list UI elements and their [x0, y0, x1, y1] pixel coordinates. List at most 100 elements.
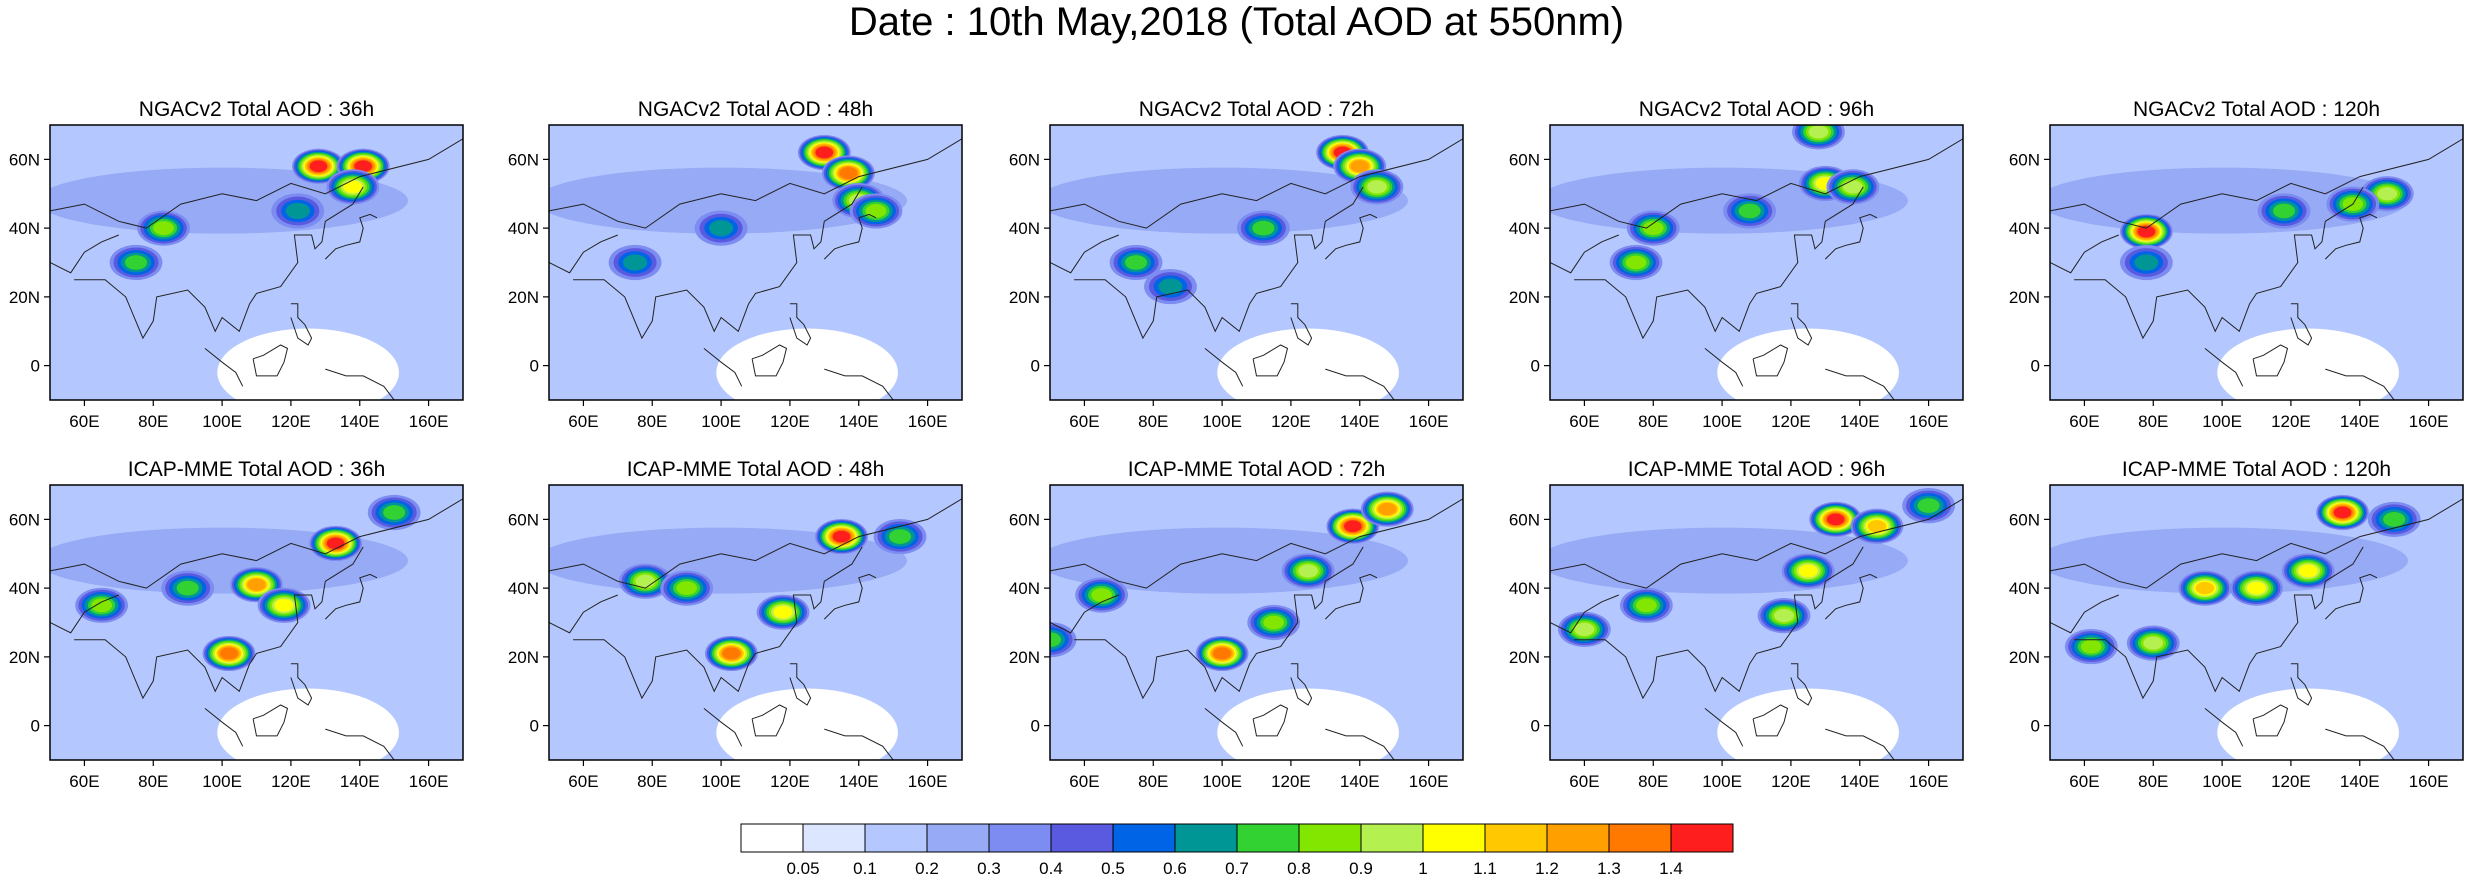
coastline	[1550, 498, 1963, 589]
coastline	[1574, 186, 1864, 340]
aod-hotspot	[2134, 254, 2159, 271]
aod-field	[1550, 125, 1963, 400]
y-tick-label: 0	[530, 357, 539, 376]
x-tick-label: 120E	[1771, 772, 1811, 791]
colorbar-swatch	[988, 823, 1052, 853]
colorbar-label: 1.3	[1597, 859, 1621, 874]
aod-band	[1550, 527, 1908, 594]
y-tick-label: 40N	[1509, 579, 1540, 598]
colorbar-swatch	[802, 823, 866, 853]
y-tick-label: 60N	[508, 150, 539, 169]
map-frame	[548, 484, 963, 761]
coastline	[50, 138, 463, 229]
colorbar-label: 0.1	[853, 859, 877, 874]
coastline	[2325, 728, 2395, 760]
x-tick-label: 60E	[1569, 772, 1599, 791]
panel-title: NGACv2 Total AOD : 36h	[139, 98, 374, 121]
aod-hotspot	[676, 581, 698, 596]
coastline	[1074, 546, 1364, 700]
colorbar-swatch	[1236, 823, 1300, 853]
colorbar-label: 0.8	[1287, 859, 1311, 874]
y-tick-label: 60N	[9, 510, 40, 529]
aod-field	[50, 485, 463, 760]
aod-hotspot	[1867, 520, 1887, 533]
coastline	[1074, 186, 1364, 340]
aod-hotspot	[1378, 502, 1397, 516]
coastline	[1050, 138, 1463, 229]
aod-field	[1550, 485, 1963, 760]
y-tick-label: 40N	[2009, 579, 2040, 598]
aod-band	[1050, 167, 1408, 234]
aod-hotspot	[1263, 615, 1285, 630]
x-tick-label: 160E	[908, 772, 948, 791]
coastline	[1574, 546, 1864, 700]
map-panel: NGACv2 Total AOD : 72h 60E 80E 100E 120E 140E…	[1009, 98, 1464, 431]
panel-title: ICAP-MME Total AOD : 36h	[128, 458, 386, 481]
x-tick-label: 60E	[2069, 772, 2099, 791]
y-tick-label: 0	[1031, 357, 1040, 376]
coastline	[1050, 594, 1119, 634]
coastline	[50, 498, 463, 589]
x-tick-label: 80E	[1138, 772, 1168, 791]
map-panel: NGACv2 Total AOD : 48h 60E 80E 100E 120E 140E…	[508, 98, 963, 431]
x-tick-label: 60E	[69, 772, 99, 791]
x-tick-label: 160E	[409, 772, 449, 791]
aod-hotspot	[153, 221, 174, 236]
aod-hotspot	[91, 598, 113, 613]
coastline	[823, 213, 877, 260]
coastline	[252, 704, 289, 737]
x-tick-label: 140E	[1340, 412, 1380, 431]
y-tick-label: 0	[1531, 717, 1540, 736]
x-tick-label: 160E	[2409, 412, 2449, 431]
panel-title: NGACv2 Total AOD : 120h	[2133, 98, 2380, 121]
colorbar-swatch	[926, 823, 990, 853]
coastline	[2074, 546, 2364, 700]
aod-hotspot	[274, 598, 294, 612]
clean-air-region	[1717, 328, 1899, 400]
aod-field	[2050, 125, 2463, 400]
coastline	[573, 546, 863, 700]
aod-field	[549, 125, 962, 400]
coastline	[1204, 708, 1244, 747]
x-tick-label: 120E	[2271, 772, 2311, 791]
x-tick-label: 160E	[1909, 772, 1949, 791]
colorbar: 0.05 0.1 0.2 0.3 0.4 0.5 0.6 0.7 0.8 0.9 1 1.1 1.2 1.…	[740, 823, 1734, 874]
aod-hotspot	[2143, 636, 2164, 650]
panel-title: ICAP-MME Total AOD : 96h	[1628, 458, 1886, 481]
map-frame	[548, 124, 963, 401]
x-tick-label: 140E	[2340, 772, 2380, 791]
aod-field	[2050, 485, 2463, 760]
x-tick-label: 80E	[138, 772, 168, 791]
x-tick-label: 120E	[1771, 412, 1811, 431]
coastline	[1704, 348, 1744, 387]
coastline	[1252, 344, 1289, 377]
aod-field	[50, 125, 463, 400]
aod-field	[549, 485, 962, 760]
aod-hotspot	[326, 537, 345, 550]
y-tick-label: 20N	[1009, 288, 1040, 307]
clean-air-region	[2217, 688, 2399, 760]
colorbar-swatch	[1174, 823, 1238, 853]
map-frame	[49, 124, 464, 401]
x-tick-label: 100E	[701, 772, 741, 791]
clean-air-region	[1217, 328, 1399, 400]
x-tick-label: 120E	[1271, 412, 1311, 431]
clean-air-region	[2217, 328, 2399, 400]
map-frame	[1549, 484, 1964, 761]
coastline	[50, 594, 119, 634]
y-tick-label: 20N	[508, 288, 539, 307]
coastline	[2074, 186, 2364, 340]
coastline	[823, 573, 877, 620]
x-tick-label: 160E	[908, 412, 948, 431]
y-tick-label: 40N	[1009, 579, 1040, 598]
x-tick-label: 80E	[138, 412, 168, 431]
x-tick-label: 160E	[1909, 412, 1949, 431]
x-tick-label: 100E	[202, 412, 242, 431]
x-tick-label: 160E	[1409, 412, 1449, 431]
y-tick-label: 20N	[2009, 648, 2040, 667]
aod-hotspot	[2246, 581, 2267, 595]
coastline	[2325, 368, 2395, 400]
x-tick-label: 60E	[568, 412, 598, 431]
coastline	[2290, 303, 2313, 346]
